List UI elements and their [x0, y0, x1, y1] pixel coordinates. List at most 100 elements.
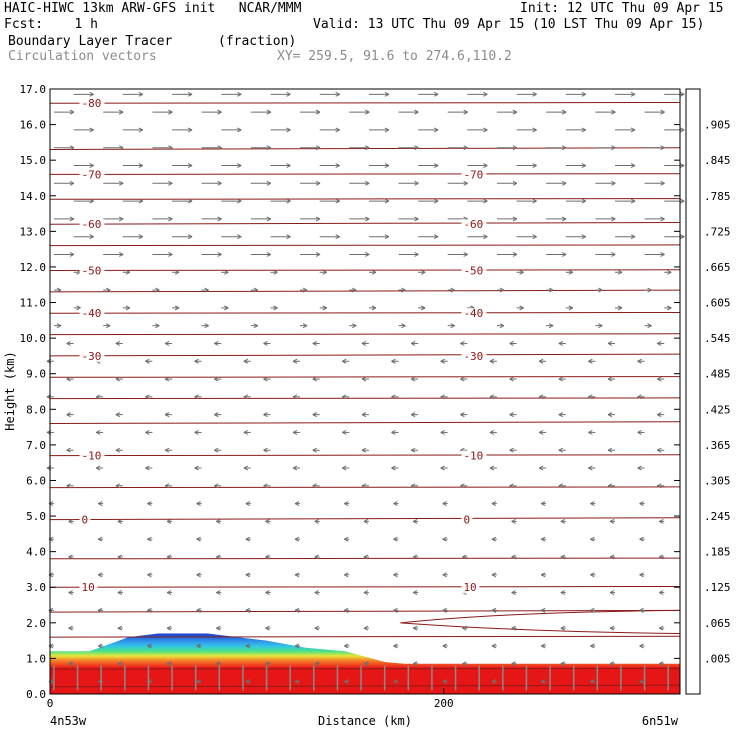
- contour-label: -30: [463, 350, 483, 363]
- wind-vector-head: [412, 518, 418, 524]
- wind-vector-head: [344, 536, 349, 542]
- wind-vector-head: [657, 341, 662, 346]
- wind-vector-head: [460, 483, 465, 489]
- wind-vector-head: [168, 145, 173, 151]
- wind-vector-head: [245, 501, 251, 507]
- wind-vector-head: [196, 501, 201, 507]
- wind-vector-head: [312, 483, 317, 489]
- wind-vector-head: [538, 394, 544, 400]
- wind-vector-head: [245, 679, 251, 684]
- wind-vector-head: [410, 447, 416, 453]
- wind-vector-head: [660, 145, 665, 151]
- wind-vector-head: [97, 643, 103, 649]
- wind-vector-head: [489, 358, 495, 364]
- wind-vector-head: [680, 91, 685, 97]
- contour-line: [49, 333, 681, 336]
- wind-vector-head: [667, 305, 672, 311]
- wind-vector-head: [361, 483, 367, 489]
- wind-vector-head: [611, 180, 616, 186]
- wind-vector-head: [312, 376, 317, 382]
- wind-vector-head: [237, 163, 242, 168]
- contour-line: [49, 353, 681, 357]
- wind-vector-head: [314, 661, 319, 667]
- wind-vector-head: [194, 429, 199, 435]
- wind-vector-head: [335, 163, 340, 168]
- wind-vector-head: [558, 341, 564, 346]
- wind-vector-head: [609, 518, 615, 524]
- wind-vector-head: [263, 483, 268, 489]
- wind-vector-head: [617, 269, 623, 275]
- wind-vector-head: [440, 465, 445, 471]
- wind-vector-head: [393, 607, 398, 613]
- wind-vector-head: [216, 554, 221, 560]
- wind-vector-head: [145, 429, 150, 435]
- wind-vector-head: [384, 127, 390, 133]
- x-axis-title: Distance (km): [318, 714, 412, 728]
- wind-vector-head: [363, 625, 369, 631]
- wind-vector-head: [420, 305, 426, 311]
- wind-vector-head: [581, 163, 587, 168]
- wind-vector-head: [560, 554, 566, 560]
- wind-vector-head: [611, 145, 616, 151]
- wind-vector-head: [204, 287, 209, 293]
- wind-vector-head: [581, 234, 587, 240]
- wind-vector-head: [363, 661, 369, 667]
- wind-vector-head: [335, 127, 340, 133]
- wind-vector-head: [588, 429, 593, 435]
- wind-vector-head: [401, 323, 406, 329]
- wind-vector-head: [168, 180, 173, 186]
- contour-label: 0: [82, 514, 89, 527]
- wind-vector-head: [265, 518, 270, 524]
- wind-vector-head: [483, 198, 488, 204]
- wind-vector-head: [391, 465, 396, 471]
- wind-vector-head: [433, 198, 439, 204]
- wind-vector-head: [68, 554, 73, 560]
- wind-vector-head: [532, 91, 537, 97]
- wind-vector-head: [138, 163, 144, 168]
- wind-vector-head: [660, 216, 665, 222]
- wind-vector-head: [659, 590, 664, 596]
- wind-vector-head: [69, 145, 75, 151]
- wind-vector-head: [286, 234, 291, 240]
- contour-line: [49, 147, 681, 150]
- wind-vector-head: [558, 376, 564, 382]
- wind-vector-head: [361, 376, 367, 382]
- contour-label: -70: [463, 168, 483, 181]
- wind-vector-head: [511, 625, 516, 631]
- wind-vector-head: [68, 625, 73, 631]
- wind-vector-head: [433, 234, 439, 240]
- wind-vector-head: [460, 412, 465, 418]
- wind-vector-head: [630, 91, 636, 97]
- wind-vector-head: [315, 180, 321, 186]
- wind-vector-head: [568, 305, 574, 311]
- wind-vector-head: [166, 661, 172, 667]
- wind-vector-head: [647, 287, 652, 293]
- wind-vector-head: [609, 590, 615, 596]
- wind-vector-head: [590, 536, 595, 542]
- colorbar-label: .785: [704, 190, 731, 203]
- wind-vector-head: [384, 163, 390, 168]
- wind-vector-head: [659, 518, 664, 524]
- wind-vector-head: [164, 447, 170, 453]
- wind-vector-head: [617, 305, 623, 311]
- wind-vector-head: [273, 305, 278, 311]
- wind-vector-head: [442, 607, 447, 613]
- wind-vector-head: [69, 216, 75, 222]
- contour-line: [49, 667, 681, 670]
- wind-vector-head: [265, 661, 270, 667]
- wind-vector-head: [68, 590, 73, 596]
- wind-vector-head: [217, 252, 222, 257]
- wind-vector-head: [105, 287, 111, 293]
- wind-vector-head: [609, 661, 615, 667]
- wind-vector-head: [105, 323, 111, 329]
- wind-vector-head: [335, 234, 340, 240]
- wind-vector-head: [680, 198, 685, 204]
- wind-vector-head: [639, 536, 644, 542]
- wind-vector-head: [442, 572, 447, 578]
- wind-vector-head: [344, 572, 349, 578]
- wind-vector-head: [639, 572, 644, 578]
- wind-vector-head: [440, 429, 445, 435]
- wind-vector-head: [590, 607, 595, 613]
- wind-vector-head: [224, 305, 229, 311]
- wind-vector-head: [433, 91, 439, 97]
